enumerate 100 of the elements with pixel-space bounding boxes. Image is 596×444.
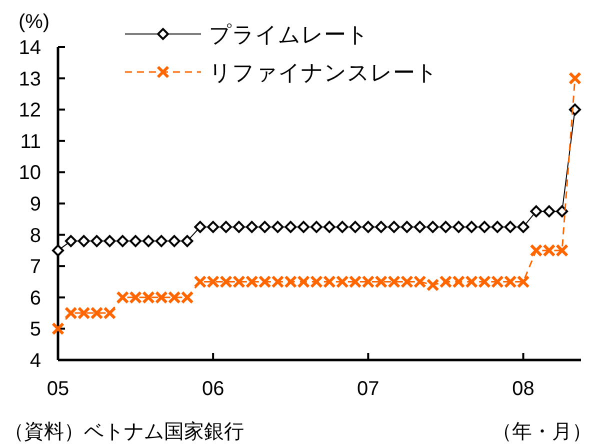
- point: [194, 275, 207, 288]
- point: [194, 220, 206, 233]
- point: [323, 220, 336, 233]
- point: [77, 306, 90, 320]
- point: [362, 275, 375, 288]
- point: [491, 220, 504, 233]
- point: [232, 275, 246, 288]
- point: [297, 275, 310, 288]
- point: [168, 235, 180, 248]
- point: [246, 220, 258, 233]
- y-tick-label: 7: [30, 256, 41, 278]
- point: [348, 275, 362, 288]
- point: [452, 275, 466, 288]
- point: [439, 275, 452, 288]
- point: [130, 235, 142, 248]
- x-tick-label: 06: [202, 378, 224, 400]
- legend-label: プライムレート: [209, 22, 369, 47]
- point: [142, 235, 154, 248]
- point: [388, 275, 401, 288]
- point: [530, 205, 542, 218]
- legend-label: リファイナンスレート: [209, 60, 438, 85]
- point: [388, 220, 400, 233]
- point: [206, 275, 220, 288]
- point: [310, 275, 323, 288]
- point: [220, 220, 232, 233]
- point: [258, 275, 272, 288]
- point: [556, 244, 569, 257]
- y-tick-label: 9: [30, 194, 41, 216]
- y-tick-label: 4: [30, 350, 41, 372]
- x-tick-label: 07: [357, 378, 380, 400]
- point: [556, 205, 568, 218]
- point: [129, 290, 142, 304]
- point: [504, 220, 516, 233]
- y-tick-label: 14: [18, 37, 41, 59]
- point: [284, 275, 298, 288]
- point: [207, 220, 220, 233]
- point: [245, 275, 258, 288]
- point: [336, 275, 349, 288]
- point: [516, 275, 530, 288]
- point: [490, 275, 504, 288]
- point: [362, 220, 374, 233]
- point: [440, 220, 452, 233]
- point: [349, 220, 362, 233]
- point: [232, 220, 245, 233]
- y-tick-label: 12: [18, 100, 41, 122]
- x-tick-label: 08: [512, 378, 534, 400]
- point: [414, 220, 426, 233]
- point: [322, 275, 336, 288]
- point: [426, 220, 439, 233]
- point: [220, 275, 233, 288]
- point: [155, 235, 168, 248]
- point: [52, 244, 64, 256]
- point: [413, 275, 426, 288]
- y-tick-label: 5: [30, 318, 41, 341]
- point: [284, 220, 297, 233]
- point: [142, 290, 155, 304]
- point: [168, 290, 181, 304]
- point: [116, 290, 130, 304]
- point: [180, 290, 194, 304]
- point: [530, 244, 543, 257]
- text: （資料）ベトナム国家銀行: [4, 421, 244, 443]
- point: [78, 235, 90, 248]
- point: [466, 220, 478, 233]
- point: [52, 322, 64, 336]
- point: [400, 220, 413, 233]
- point: [298, 220, 310, 233]
- point: [103, 306, 116, 320]
- x-tick-label: 05: [46, 378, 70, 400]
- point: [104, 235, 116, 248]
- point: [336, 220, 348, 233]
- y-tick-label: 10: [18, 162, 41, 184]
- point: [568, 72, 582, 85]
- point: [90, 306, 104, 320]
- y-axis-title: (%): [18, 11, 50, 33]
- point: [64, 306, 78, 320]
- x-axis-title: （年・月）: [492, 421, 592, 443]
- point: [271, 275, 284, 288]
- y-tick-label: 6: [30, 287, 41, 310]
- point: [452, 220, 465, 233]
- point: [517, 220, 530, 233]
- point: [504, 275, 517, 288]
- point: [426, 278, 440, 292]
- point: [258, 220, 271, 233]
- point: [181, 235, 194, 248]
- point: [375, 220, 388, 233]
- point: [465, 275, 478, 288]
- point: [154, 290, 168, 304]
- point: [310, 220, 322, 233]
- point: [478, 275, 491, 288]
- point: [543, 205, 556, 218]
- point: [478, 220, 490, 233]
- point: [374, 275, 388, 288]
- point: [90, 235, 103, 248]
- point: [116, 235, 129, 248]
- point: [542, 244, 556, 257]
- point: [272, 220, 284, 233]
- y-tick-label: 13: [18, 68, 41, 90]
- y-tick-label: 8: [30, 224, 41, 247]
- y-tick-label: 11: [20, 130, 41, 153]
- point: [64, 235, 77, 248]
